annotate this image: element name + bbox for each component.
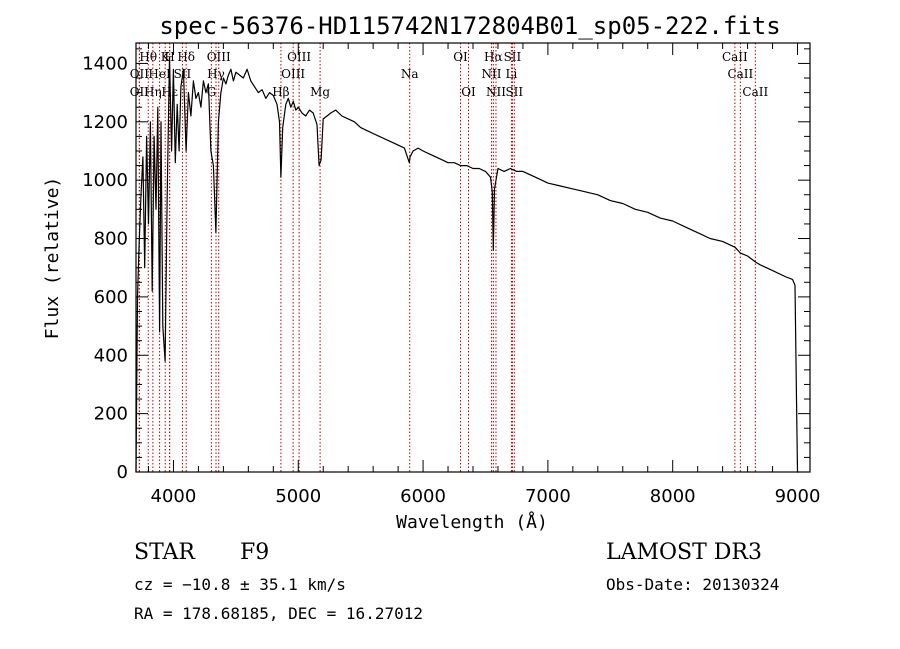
marker-label: Hα	[484, 50, 503, 64]
redshift-value: cz = −10.8 ± 35.1 km/s	[134, 575, 346, 594]
marker-label: Hβ	[272, 85, 289, 99]
marker-label: Na	[401, 67, 419, 81]
y-axis: 0 200 400 600 800 1000 1200 1400	[82, 48, 810, 483]
y-tick-label: 0	[117, 462, 128, 483]
marker-label: HeI	[148, 67, 171, 81]
survey-name: LAMOST DR3	[606, 540, 762, 565]
marker-label: OIII	[281, 67, 305, 81]
marker-label: OIII	[207, 50, 231, 64]
y-tick-label: 1400	[82, 53, 128, 74]
x-axis-label: Wavelength (Å)	[396, 511, 548, 533]
chart-title: spec-56376-HD115742N172804B01_sp05-222.f…	[159, 12, 780, 40]
obs-date: Obs-Date: 20130324	[606, 575, 780, 594]
y-tick-label: 1200	[82, 112, 128, 133]
object-class: STAR	[134, 540, 195, 565]
marker-label: Li	[506, 67, 518, 81]
marker-label: NII	[481, 67, 501, 81]
x-tick-label: 6000	[400, 486, 446, 507]
marker-label: OI	[453, 50, 468, 64]
y-tick-label: 1000	[82, 170, 128, 191]
marker-label: CaII	[727, 67, 753, 81]
x-axis: 4000 5000 6000 7000 8000 9000	[147, 43, 821, 507]
x-tick-label: 4000	[151, 486, 197, 507]
marker-label: Hδ	[177, 50, 195, 64]
y-tick-label: 600	[94, 287, 128, 308]
marker-label: Hθ	[139, 50, 157, 64]
marker-label: K	[161, 50, 171, 64]
marker-label: Hη	[144, 85, 162, 99]
marker-label: NII	[486, 85, 506, 99]
marker-label: H	[164, 50, 174, 64]
marker-label: CaII	[722, 50, 748, 64]
marker-label: OIII	[287, 50, 311, 64]
y-tick-label: 200	[94, 404, 128, 425]
plot-frame	[135, 42, 811, 473]
marker-label: OII	[130, 85, 150, 99]
marker-label: SII	[504, 50, 522, 64]
object-subclass: F9	[240, 540, 270, 565]
coordinates: RA = 178.68185, DEC = 16.27012	[134, 604, 423, 623]
marker-label: Hγ	[207, 67, 225, 81]
x-tick-label: 8000	[650, 486, 696, 507]
marker-label: CaII	[742, 85, 768, 99]
y-tick-label: 800	[94, 229, 128, 250]
y-axis-label: Flux (relative)	[42, 177, 63, 340]
marker-label: OI	[461, 85, 476, 99]
marker-label: Mg	[310, 85, 330, 99]
marker-label: SII	[505, 85, 523, 99]
x-tick-label: 9000	[775, 486, 821, 507]
y-tick-label: 400	[94, 345, 128, 366]
marker-label: OII	[130, 67, 150, 81]
x-tick-label: 7000	[525, 486, 571, 507]
spectrum-series	[135, 56, 799, 473]
x-tick-label: 5000	[275, 486, 321, 507]
marker-label: G	[207, 85, 217, 99]
spectrum-line	[135, 56, 799, 473]
